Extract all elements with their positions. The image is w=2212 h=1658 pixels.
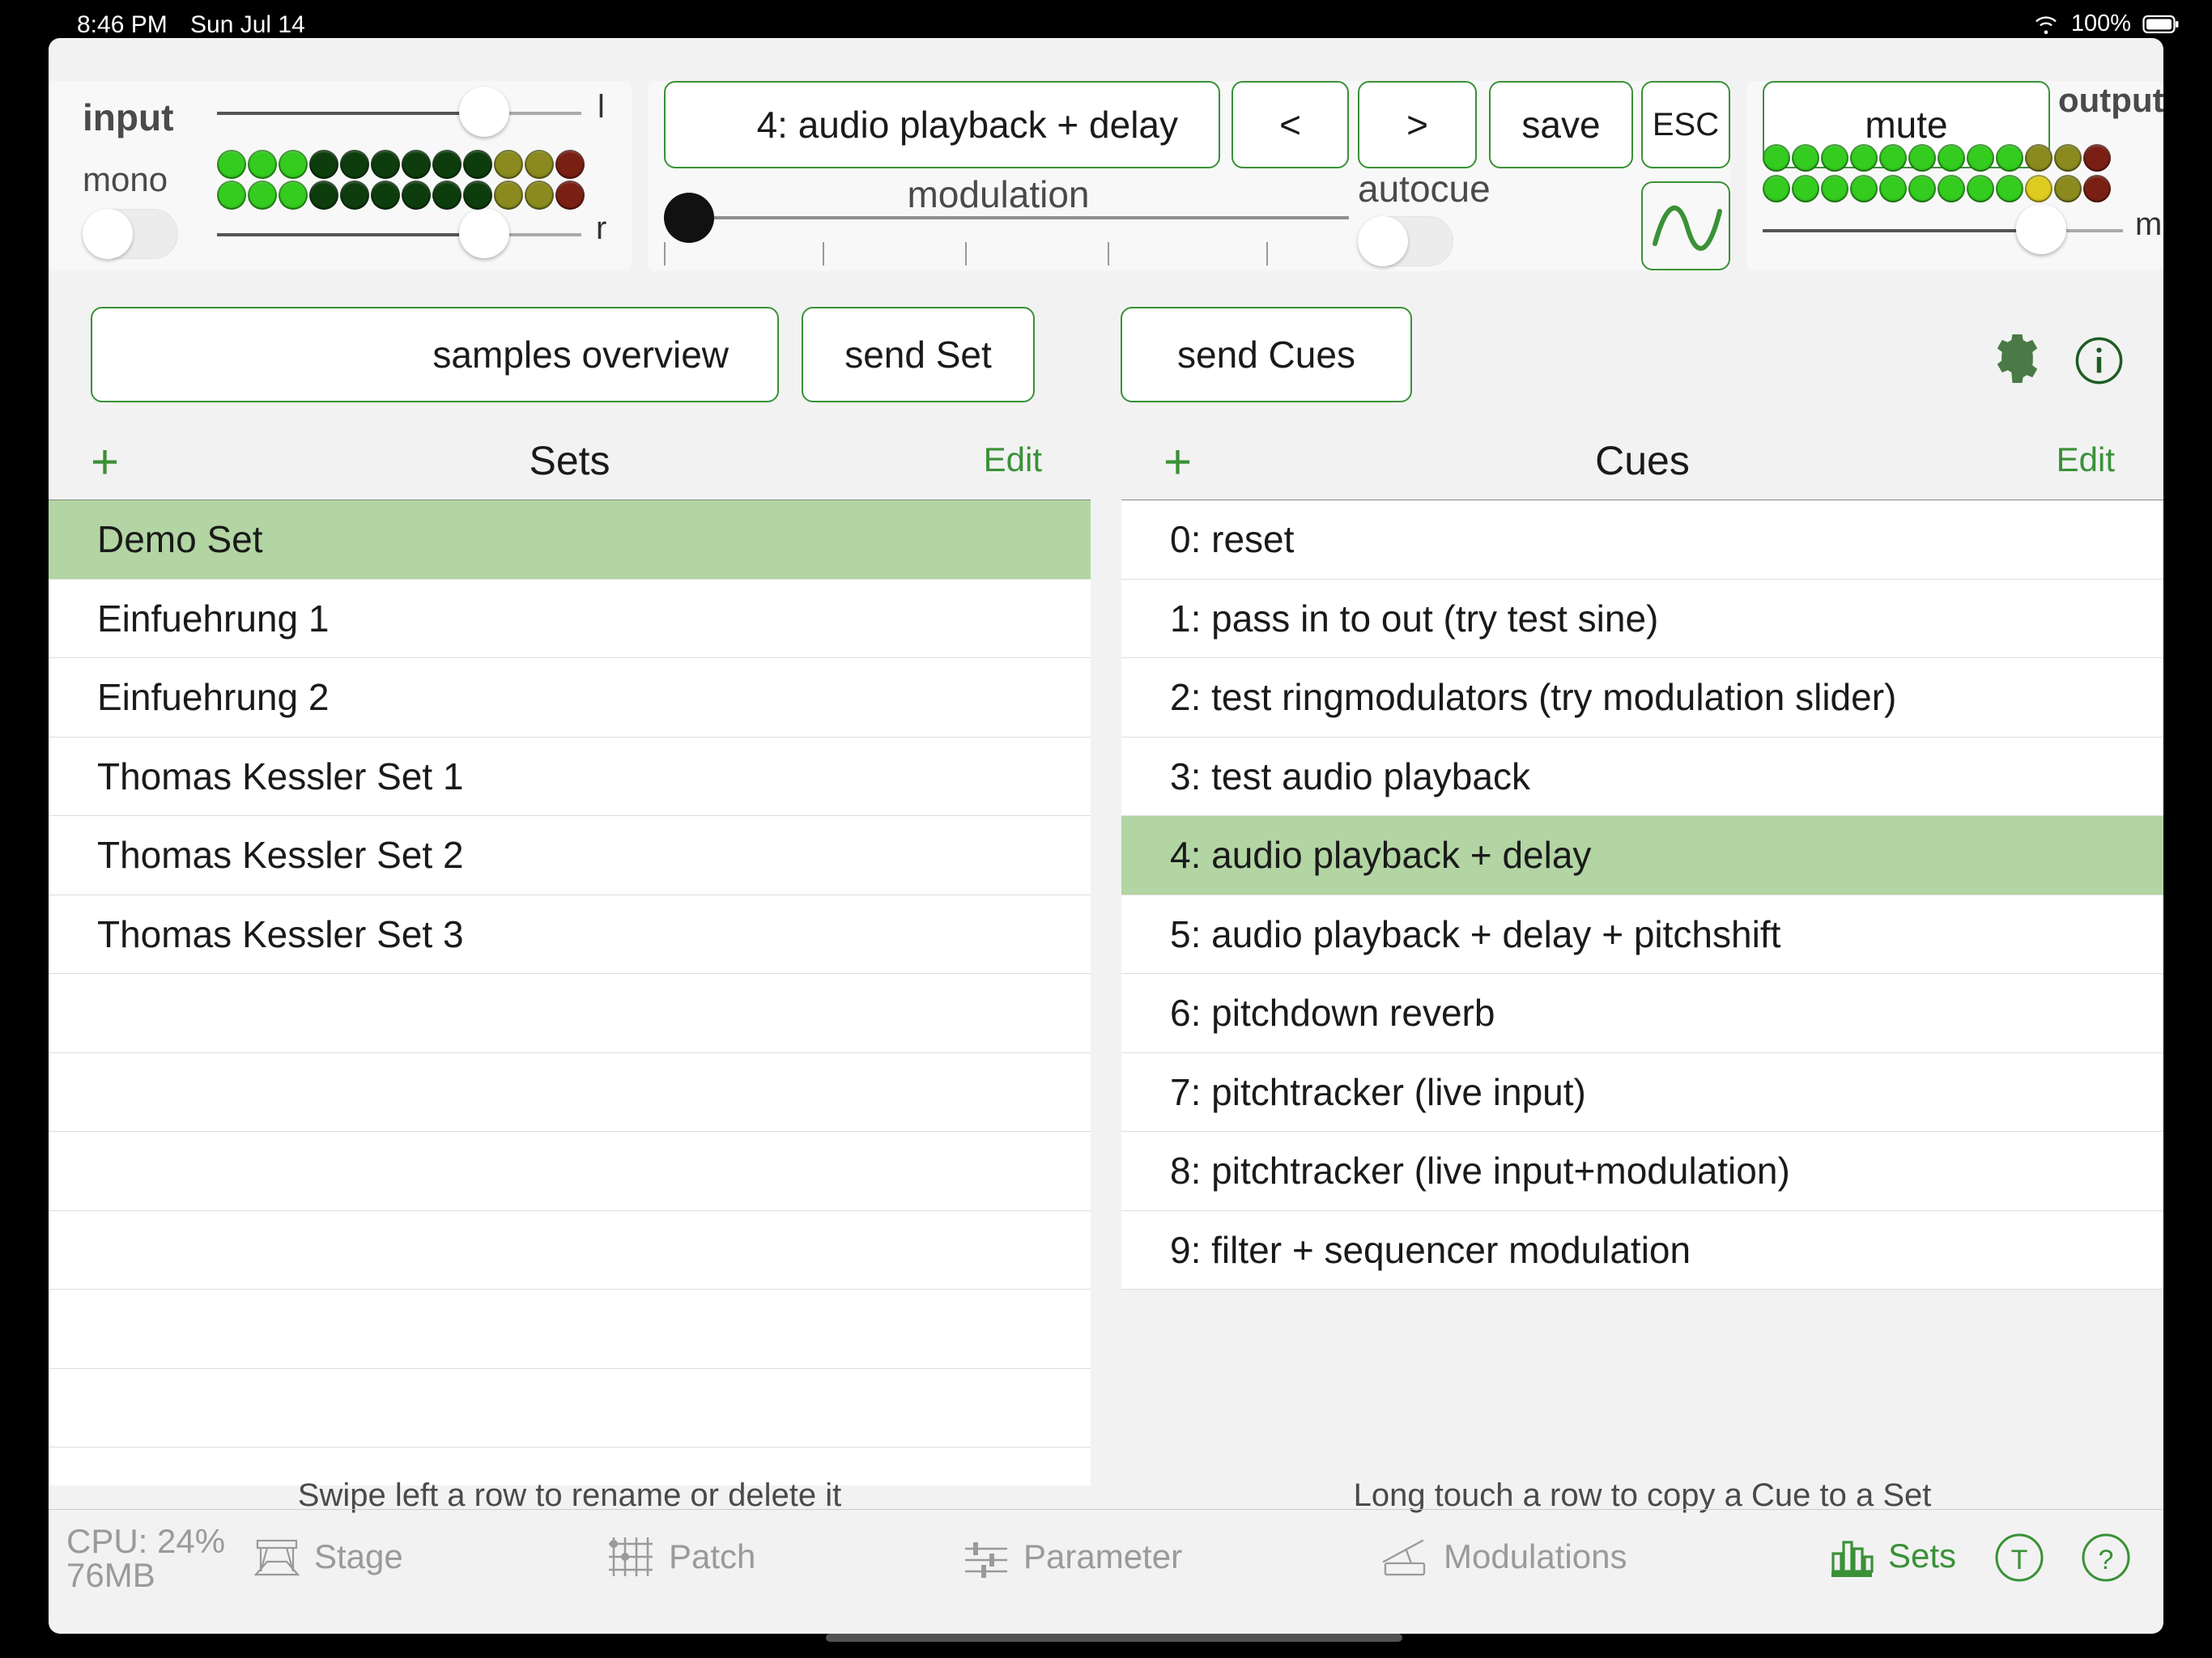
- svg-text:T: T: [2011, 1545, 2028, 1575]
- svg-text:?: ?: [2099, 1545, 2114, 1575]
